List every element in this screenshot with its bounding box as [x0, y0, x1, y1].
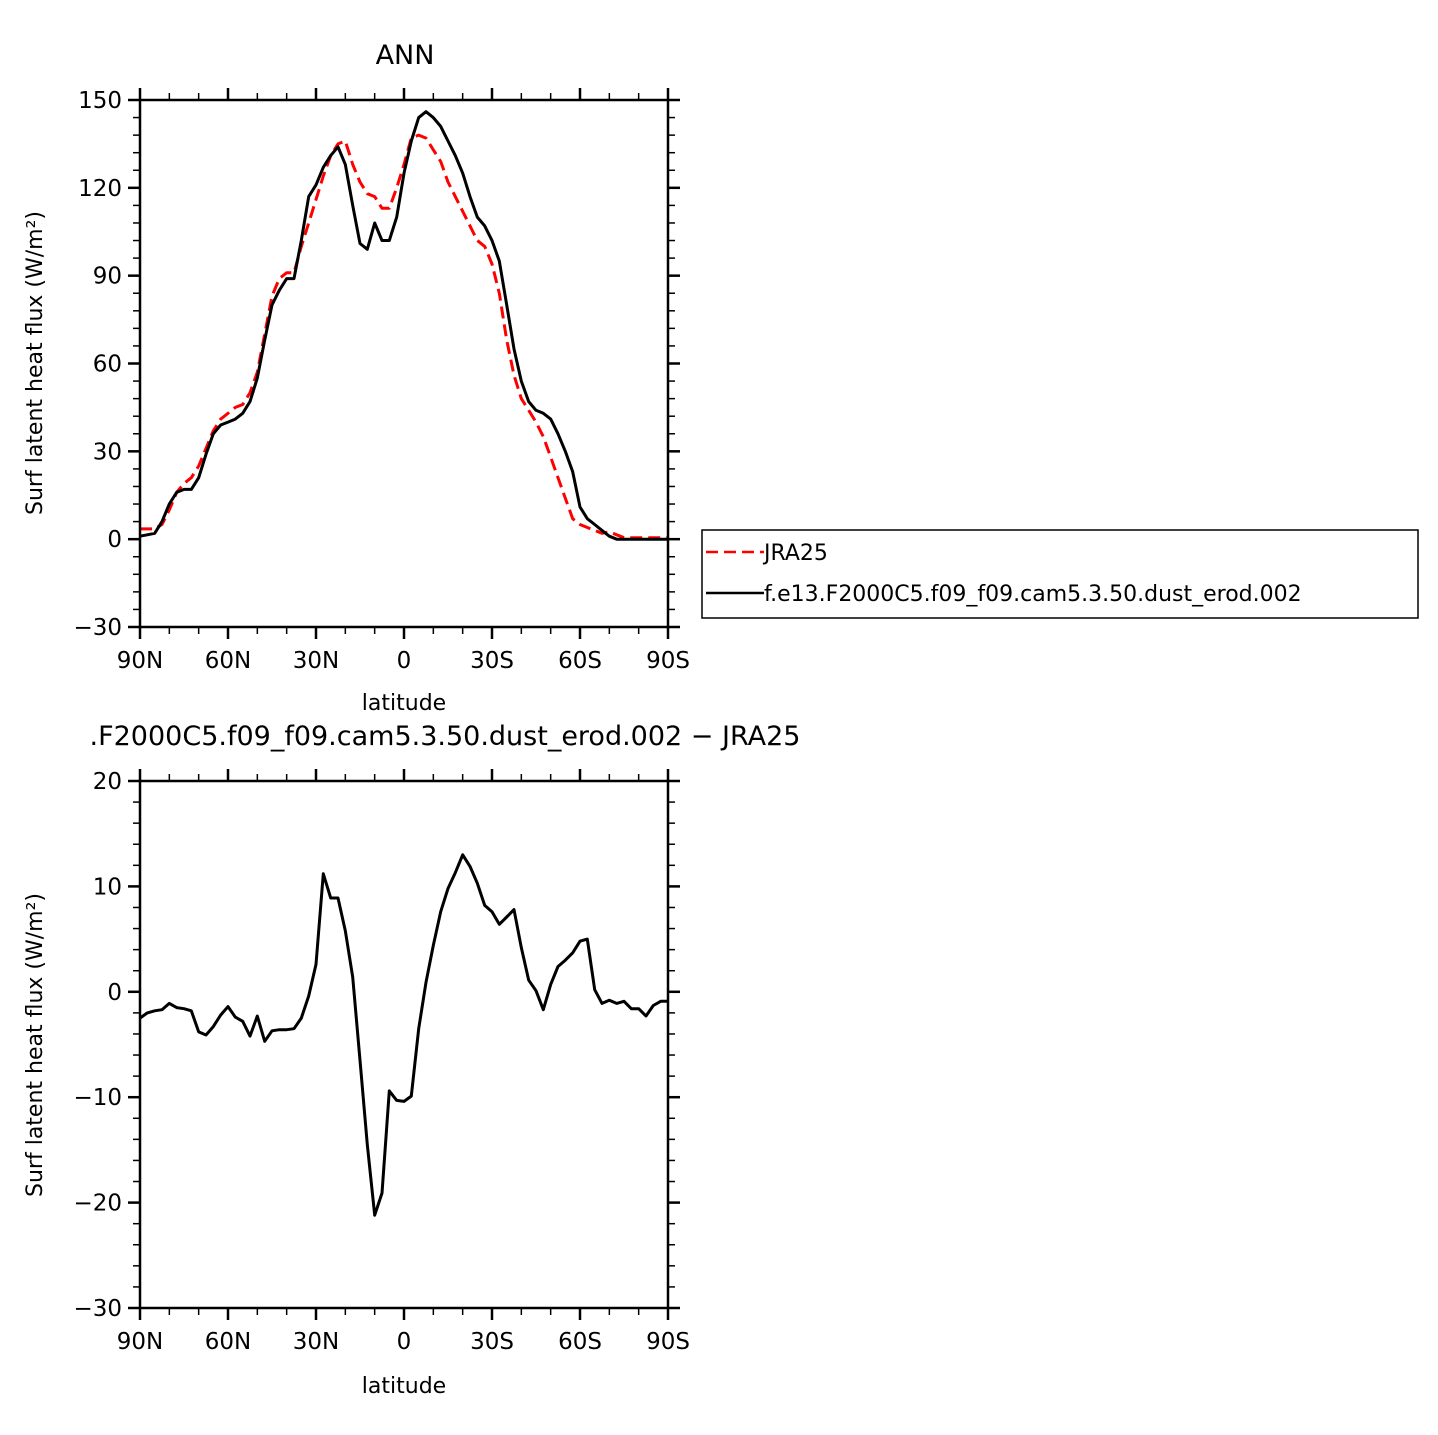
- top-chart-title: ANN: [376, 40, 435, 71]
- top-y-tick-label: 120: [78, 176, 122, 202]
- bottom-x-tick-label: 60N: [205, 1329, 251, 1355]
- bottom-x-tick-label: 60S: [558, 1329, 602, 1355]
- top-y-axis-label: Surf latent heat flux (W/m²): [23, 211, 48, 515]
- top-x-axis-label: latitude: [362, 691, 446, 716]
- legend-label-model: f.e13.F2000C5.f09_f09.cam5.3.50.dust_ero…: [764, 582, 1302, 607]
- top-x-tick-label: 0: [397, 648, 412, 674]
- bottom-x-tick-label: 0: [397, 1329, 412, 1355]
- bottom-x-tick-labels: 90N 60N 30N 0 30S 60S 90S: [117, 1329, 690, 1355]
- top-y-tick-label: 60: [93, 352, 122, 378]
- bottom-plot-frame: [138, 779, 670, 1310]
- bottom-y-tick-label: 10: [93, 874, 122, 900]
- top-x-tick-label: 30N: [293, 648, 339, 674]
- top-panel: ANN 90N 60N 30N 0 30S 60S 90S 150 120 90 60 30 0 −30…: [23, 40, 690, 716]
- bottom-y-tick-label: −10: [73, 1085, 122, 1111]
- top-x-tick-label: 90N: [117, 648, 163, 674]
- top-y-tick-label: 90: [93, 264, 122, 290]
- top-series-line-1: [139, 110, 668, 541]
- legend-label-jra25: JRA25: [762, 541, 828, 566]
- top-x-tick-labels: 90N 60N 30N 0 30S 60S 90S: [117, 648, 690, 674]
- bottom-y-tick-label: 20: [93, 769, 122, 795]
- bottom-x-tick-label: 30S: [470, 1329, 514, 1355]
- top-series-line-0: [140, 133, 668, 540]
- bottom-y-tick-label: −20: [73, 1191, 122, 1217]
- bottom-y-tick-labels: 20 10 0 −10 −20 −30: [73, 769, 122, 1322]
- top-y-tick-label: 150: [78, 88, 122, 114]
- top-y-tick-label: −30: [73, 615, 122, 641]
- bottom-x-tick-label: 90S: [646, 1329, 690, 1355]
- top-y-tick-label: 0: [107, 527, 122, 553]
- top-series: [139, 110, 668, 541]
- bottom-series: [139, 853, 668, 1217]
- bottom-chart-title: .F2000C5.f09_f09.cam5.3.50.dust_erod.002…: [90, 721, 801, 752]
- bottom-x-tick-label: 90N: [117, 1329, 163, 1355]
- top-x-tick-label: 60S: [558, 648, 602, 674]
- bottom-x-tick-label: 30N: [293, 1329, 339, 1355]
- top-ticks: [128, 88, 680, 639]
- top-x-tick-label: 30S: [470, 648, 514, 674]
- bottom-panel: .F2000C5.f09_f09.cam5.3.50.dust_erod.002…: [23, 721, 800, 1399]
- top-x-tick-label: 90S: [646, 648, 690, 674]
- bottom-ticks: [128, 769, 680, 1320]
- top-plot-frame: [138, 98, 670, 629]
- bottom-x-axis-label: latitude: [362, 1374, 446, 1399]
- bottom-series-line-0: [139, 853, 668, 1217]
- top-y-tick-labels: 150 120 90 60 30 0 −30: [73, 88, 122, 641]
- bottom-y-tick-label: 0: [107, 980, 122, 1006]
- bottom-y-axis-label: Surf latent heat flux (W/m²): [23, 893, 48, 1197]
- legend: JRA25 f.e13.F2000C5.f09_f09.cam5.3.50.du…: [701, 529, 1419, 619]
- top-x-tick-label: 60N: [205, 648, 251, 674]
- bottom-y-tick-label: −30: [73, 1296, 122, 1322]
- top-y-tick-label: 30: [93, 439, 122, 465]
- legend-box: [701, 529, 1419, 619]
